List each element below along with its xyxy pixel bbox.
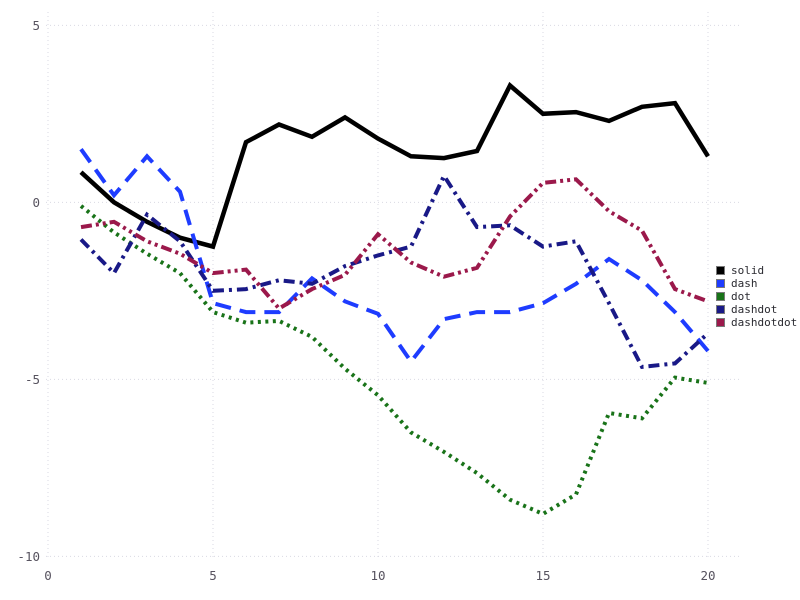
legend-swatch-solid: [716, 266, 725, 275]
y-tick-label: -5: [25, 372, 40, 387]
series-line-solid: [79, 81, 710, 250]
legend-label: solid: [731, 264, 765, 277]
x-tick-label: 10: [370, 568, 385, 583]
legend-swatch-dashdot: [716, 305, 725, 314]
legend-label: dashdot: [731, 303, 778, 316]
y-tick-label: -10: [17, 549, 40, 564]
legend-item-dashdot: dashdot: [716, 303, 797, 316]
series-line-dash: [79, 148, 710, 365]
x-tick-label: 15: [535, 568, 550, 583]
x-tick-label: 0: [44, 568, 52, 583]
series-line-dashdot: [79, 171, 710, 370]
legend-item-solid: solid: [716, 264, 797, 277]
legend: solid dash dot dashdot dashdotdot: [716, 264, 797, 329]
legend-label: dashdotdot: [731, 316, 798, 329]
x-tick-label: 5: [209, 568, 217, 583]
legend-label: dash: [731, 277, 758, 290]
legend-item-dot: dot: [716, 290, 797, 303]
x-tick-label: 20: [700, 568, 715, 583]
legend-swatch-dot: [716, 292, 725, 301]
series-line-dashdotdot: [80, 177, 709, 312]
legend-item-dashdotdot: dashdotdot: [716, 316, 797, 329]
legend-swatch-dash: [716, 279, 725, 288]
legend-label: dot: [731, 290, 751, 303]
y-tick-label: 5: [32, 18, 40, 33]
series-line-dot: [79, 204, 709, 517]
legend-item-dash: dash: [716, 277, 797, 290]
legend-swatch-dashdotdot: [716, 318, 725, 327]
y-tick-label: 0: [32, 195, 40, 210]
